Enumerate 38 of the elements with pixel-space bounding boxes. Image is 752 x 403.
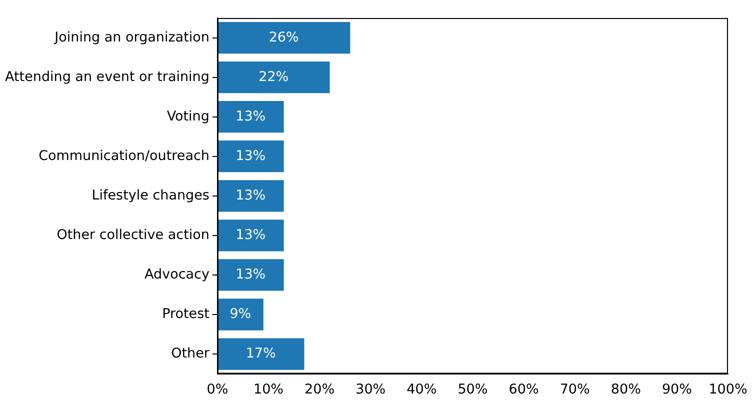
bar bbox=[217, 220, 284, 252]
y-tick-label: Lifestyle changes bbox=[92, 187, 210, 204]
bar bbox=[217, 180, 284, 212]
x-tick-label: 20% bbox=[304, 381, 335, 398]
y-tick-label: Attending an event or training bbox=[4, 68, 210, 85]
bar bbox=[217, 140, 284, 172]
x-tick-label: 70% bbox=[560, 381, 590, 398]
data-label: 22% bbox=[258, 68, 289, 85]
x-tick-label: 0% bbox=[206, 381, 228, 398]
bar bbox=[217, 259, 284, 291]
data-label: 9% bbox=[230, 306, 252, 322]
bar bbox=[217, 298, 264, 330]
x-tick-label: 10% bbox=[253, 381, 284, 398]
bar bbox=[217, 61, 330, 94]
bar bbox=[217, 22, 350, 54]
bar bbox=[217, 101, 284, 133]
bar bbox=[217, 338, 304, 370]
data-label: 13% bbox=[236, 148, 266, 164]
x-tick-label: 90% bbox=[662, 381, 692, 398]
y-tick-label: Other collective action bbox=[56, 226, 210, 243]
data-label: 13% bbox=[236, 187, 266, 204]
data-label: 13% bbox=[236, 266, 266, 282]
y-tick-label: Advocacy bbox=[144, 266, 210, 282]
y-tick-label: Voting bbox=[166, 108, 210, 124]
data-label: 26% bbox=[268, 29, 299, 46]
y-tick-label: Other bbox=[171, 346, 210, 362]
data-label: 13% bbox=[236, 108, 266, 124]
data-label: 13% bbox=[236, 226, 266, 243]
x-tick-label: 60% bbox=[508, 381, 539, 398]
y-tick-label: Protest bbox=[162, 306, 210, 322]
x-tick-label: 100% bbox=[708, 381, 748, 398]
x-tick-label: 40% bbox=[406, 381, 437, 398]
y-tick-label: Communication/outreach bbox=[38, 148, 210, 164]
x-tick-label: 50% bbox=[458, 381, 488, 398]
x-tick-label: 80% bbox=[610, 381, 642, 398]
data-label: 17% bbox=[246, 346, 276, 362]
y-tick-label: Joining an organization bbox=[54, 29, 210, 46]
x-tick-label: 30% bbox=[356, 381, 386, 398]
